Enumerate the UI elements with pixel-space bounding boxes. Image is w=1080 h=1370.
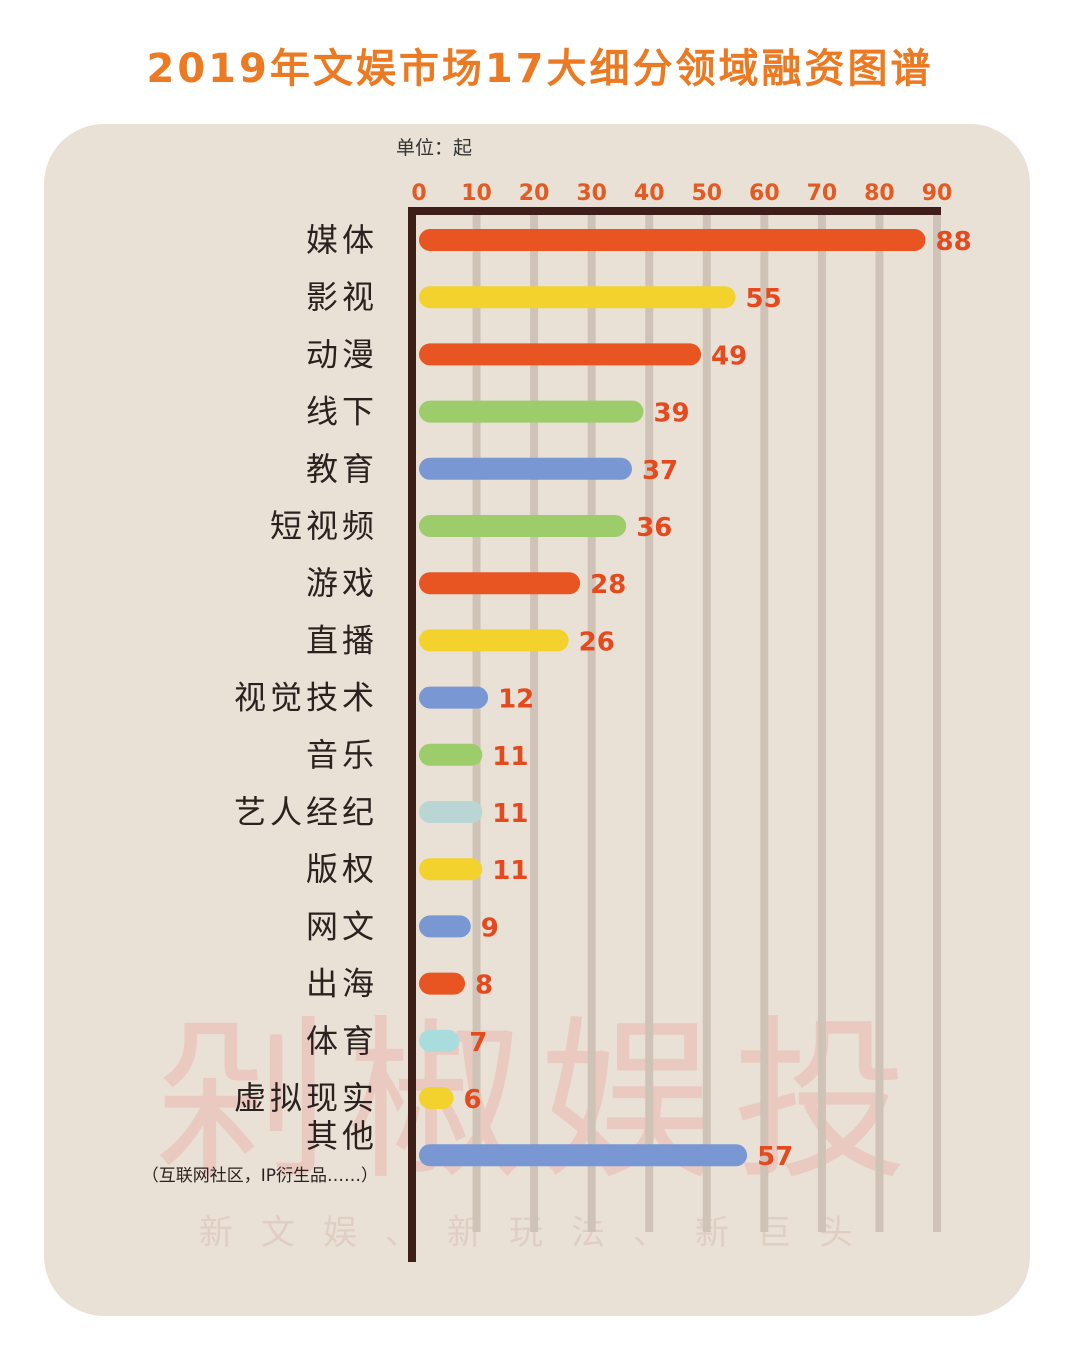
bar: [419, 457, 632, 480]
value-label: 49: [711, 341, 747, 371]
value-label: 36: [636, 513, 672, 543]
category-label: 版权: [306, 850, 378, 888]
value-label: 11: [492, 856, 528, 886]
grid-line: [817, 211, 826, 1232]
bar: [419, 1087, 454, 1109]
category-labels: 媒体影视动漫线下教育短视频游戏直播视觉技术音乐艺人经纪版权网文出海体育虚拟现实其…: [142, 221, 378, 1186]
top-axis-line: [408, 207, 941, 215]
grid-line: [760, 211, 769, 1232]
category-label: 艺人经纪: [234, 793, 378, 831]
value-label: 11: [492, 799, 528, 829]
category-label: 视觉技术: [234, 679, 378, 717]
grid-line: [472, 211, 481, 1232]
bars: [419, 229, 926, 1167]
bar: [419, 858, 483, 881]
bar: [419, 343, 702, 366]
bar: [419, 801, 483, 823]
tick-label: 30: [576, 181, 607, 206]
category-label: 网文: [306, 907, 378, 945]
category-label: 媒体: [306, 221, 378, 259]
tick-label: 70: [807, 181, 838, 206]
grid-line: [875, 211, 884, 1232]
unit-label: 单位：起: [396, 137, 473, 159]
bar: [419, 400, 644, 423]
grid-lines: [472, 211, 941, 1232]
tick-label: 0: [411, 181, 426, 206]
value-label: 7: [469, 1028, 487, 1058]
value-label: 9: [481, 913, 499, 943]
bar: [419, 686, 489, 709]
bar: [419, 1029, 460, 1052]
category-label: 其他: [306, 1117, 378, 1155]
tick-label: 20: [519, 181, 550, 206]
tick-label: 50: [691, 181, 722, 206]
value-label: 28: [590, 570, 626, 600]
category-label: 线下: [306, 393, 378, 431]
bar: [419, 515, 627, 537]
tick-label: 60: [749, 181, 780, 206]
grid-line: [933, 211, 941, 1232]
value-labels: 88 55 49 39 37 36 28 26 12 11 11 11 9 8 7 6 57: [464, 227, 972, 1172]
tick-label: 80: [864, 181, 895, 206]
grid-line: [587, 211, 596, 1232]
grid-line: [645, 211, 654, 1232]
category-label: 教育: [306, 450, 378, 488]
bar: [419, 915, 471, 938]
category-label: 游戏: [306, 564, 378, 602]
tick-labels: 0 10 20 30 40 50 60 70 80 90: [411, 181, 952, 206]
page-title: 2019年文娱市场17大细分领域融资图谱: [146, 46, 934, 92]
bar: [419, 229, 926, 251]
tick-label: 40: [634, 181, 665, 206]
category-note: （互联网社区，IP衍生品……）: [142, 1166, 378, 1186]
category-label: 出海: [306, 965, 378, 1003]
value-label: 11: [492, 742, 528, 772]
bar: [419, 572, 581, 595]
bar: [419, 1144, 748, 1167]
bar: [419, 286, 736, 309]
value-label: 57: [757, 1142, 793, 1172]
grid-line: [530, 211, 539, 1232]
category-label: 短视频: [270, 507, 378, 545]
category-label: 影视: [306, 278, 378, 316]
value-label: 6: [464, 1085, 482, 1115]
grid-line: [702, 211, 711, 1232]
value-label: 8: [475, 971, 493, 1001]
category-label: 直播: [306, 621, 378, 659]
tick-label: 10: [461, 181, 492, 206]
category-label: 动漫: [306, 335, 378, 373]
value-label: 37: [642, 456, 678, 486]
axes: [408, 207, 941, 1262]
tick-label: 90: [922, 181, 953, 206]
value-label: 55: [746, 284, 782, 314]
value-label: 12: [498, 685, 534, 715]
left-axis-line: [408, 207, 416, 1262]
value-label: 26: [579, 627, 615, 657]
category-label: 虚拟现实: [234, 1079, 378, 1117]
bar: [419, 972, 466, 995]
value-label: 88: [935, 227, 971, 257]
value-label: 39: [653, 399, 689, 429]
category-label: 体育: [306, 1022, 378, 1060]
bar: [419, 629, 569, 652]
category-label: 音乐: [306, 736, 378, 774]
bar: [419, 743, 483, 766]
